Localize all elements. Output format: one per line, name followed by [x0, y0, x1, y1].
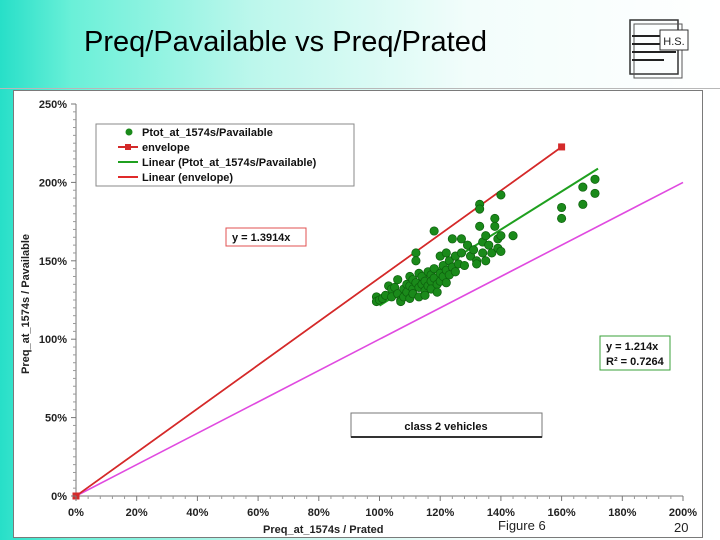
data-point: [478, 248, 488, 258]
x-tick-label: 0%: [68, 507, 84, 519]
y-axis-label: Preq_at_1574s / Pavailable: [20, 234, 32, 374]
data-point: [578, 199, 588, 209]
company-logo: H.S.: [626, 16, 700, 82]
data-point: [484, 240, 494, 250]
legend-label-envelope: envelope: [142, 142, 190, 154]
data-point: [456, 234, 466, 244]
chart-legend: Ptot_at_1574s/Pavailable envelope Linear…: [95, 123, 355, 187]
page-number: 20: [674, 520, 689, 535]
envelope-marker: [558, 143, 566, 151]
data-point: [459, 260, 470, 271]
data-point: [432, 287, 442, 297]
data-point: [496, 246, 506, 256]
legend-label-linear-envelope: Linear (envelope): [142, 172, 233, 184]
x-tick-label: 180%: [608, 507, 636, 519]
points-equation: y = 1.214x: [606, 341, 659, 353]
legend-marker-envelope: [125, 144, 131, 150]
slide-title: Preq/Pavailable vs Preq/Prated: [84, 26, 487, 58]
chart-frame: 0% 50% 100% 150% 200% 250% 0% 20% 40% 60% 80% 100% 1…: [13, 90, 703, 538]
x-tick-label: 80%: [308, 507, 330, 519]
data-point: [420, 290, 430, 300]
data-point: [578, 182, 588, 192]
points-r2: R² = 0.7264: [606, 356, 665, 368]
logo-graphic: H.S.: [629, 19, 689, 79]
data-point: [475, 221, 485, 231]
x-axis-label: Preq_at_1574s / Prated: [263, 524, 383, 536]
data-point: [447, 234, 457, 244]
data-point: [490, 213, 500, 224]
data-point: [456, 248, 466, 258]
ticks-layer: 0% 50% 100% 150% 200% 250% 0% 20% 40% 60% 80% 100% 1…: [39, 99, 697, 519]
envelope-line: [75, 146, 563, 497]
x-tick-label: 100%: [365, 507, 393, 519]
data-point: [557, 213, 567, 224]
data-point: [450, 267, 460, 277]
x-tick-label: 120%: [426, 507, 454, 519]
envelope-equation-box: y = 1.3914x: [225, 227, 307, 247]
data-point: [481, 231, 491, 241]
envelope-equation: y = 1.3914x: [232, 232, 291, 244]
x-tick-label: 160%: [548, 507, 576, 519]
data-point: [411, 256, 421, 266]
y-tick-label: 250%: [39, 99, 67, 111]
data-point: [462, 240, 473, 250]
title-divider: [0, 88, 720, 89]
data-point: [496, 190, 506, 200]
data-point: [590, 188, 600, 198]
scatter-chart: 0% 50% 100% 150% 200% 250% 0% 20% 40% 60% 80% 100% 1…: [20, 99, 697, 536]
data-point: [429, 264, 439, 274]
class-label: class 2 vehicles: [404, 421, 487, 433]
data-point: [590, 174, 600, 184]
data-point: [481, 256, 491, 266]
data-point: [393, 275, 403, 285]
y-tick-label: 100%: [39, 334, 67, 346]
reference-line: [75, 181, 684, 497]
y-tick-label: 0%: [51, 491, 67, 503]
x-tick-label: 60%: [247, 507, 269, 519]
x-tick-label: 20%: [126, 507, 148, 519]
data-point: [490, 221, 500, 231]
data-point: [508, 231, 518, 241]
data-point: [441, 248, 451, 258]
data-point: [472, 259, 482, 269]
data-point: [469, 245, 479, 255]
y-tick-label: 200%: [39, 177, 67, 189]
class-label-box: class 2 vehicles: [350, 412, 543, 438]
y-tick-label: 50%: [45, 413, 67, 425]
data-point: [411, 248, 421, 258]
data-point: [441, 278, 451, 288]
y-tick-label: 150%: [39, 256, 67, 268]
data-point: [475, 204, 485, 214]
x-tick-label: 140%: [487, 507, 515, 519]
x-tick-label: 200%: [669, 507, 697, 519]
data-point: [429, 226, 439, 236]
points-layer: [371, 174, 600, 307]
data-point: [487, 248, 497, 258]
legend-label-linear-points: Linear (Ptot_at_1574s/Pavailable): [142, 157, 317, 169]
data-point: [557, 202, 567, 213]
figure-label: Figure 6: [498, 518, 546, 533]
legend-label-points: Ptot_at_1574s/Pavailable: [142, 127, 273, 139]
x-tick-label: 40%: [186, 507, 208, 519]
lines-layer: [72, 143, 684, 500]
svg-text:H.S.: H.S.: [663, 36, 684, 48]
points-equation-box: y = 1.214x R² = 0.7264: [599, 335, 671, 371]
data-point: [496, 231, 506, 241]
legend-marker-points: [125, 128, 133, 136]
